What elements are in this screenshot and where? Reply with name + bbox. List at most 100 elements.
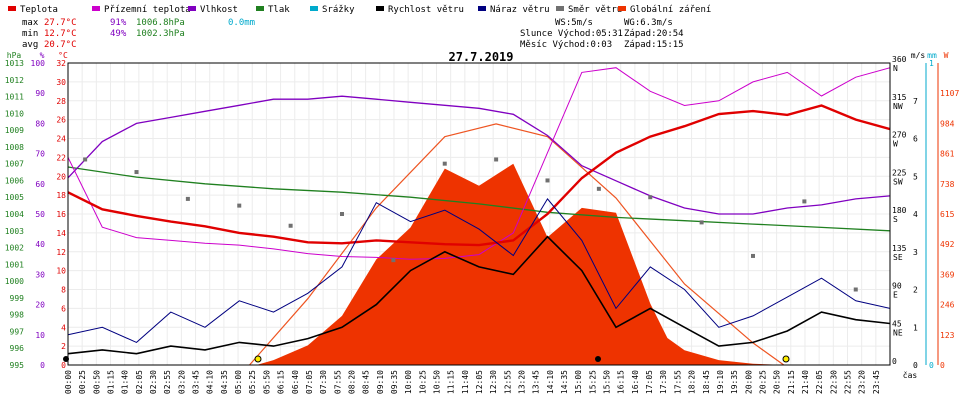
wind-dir-point-9	[545, 178, 550, 183]
stat-max-hum: 91%	[110, 18, 127, 28]
tick-c-5: 10	[56, 267, 66, 276]
tick-time-15: 06:15	[277, 370, 286, 394]
tick-ms-6: 6	[913, 135, 918, 144]
tick-time-51: 21:15	[787, 370, 796, 394]
tick-time-32: 13:20	[518, 370, 527, 394]
wind-dir-point-11	[648, 195, 653, 200]
tick-time-53: 22:05	[815, 370, 824, 394]
axis-unit-c: °C	[58, 51, 68, 60]
wind-dir-point-1	[134, 170, 139, 175]
info-moonset: Západ:15:15	[624, 40, 684, 50]
pressure-line	[67, 166, 891, 232]
tick-hpa-11: 1006	[5, 176, 24, 185]
tick-dir-5: 225	[892, 168, 907, 177]
tick-ms-2: 2	[913, 286, 918, 295]
tick-w-0: 0	[940, 361, 945, 370]
tick-dirletter-3: SE	[893, 253, 903, 262]
tick-time-25: 10:25	[418, 370, 427, 394]
tick-time-44: 18:20	[688, 370, 697, 394]
tick-c-3: 6	[61, 304, 66, 313]
tick-c-10: 20	[56, 172, 66, 181]
tick-hpa-2: 997	[10, 327, 25, 336]
info-wg: WG:6.3m/s	[624, 18, 673, 28]
tick-time-9: 03:45	[192, 370, 201, 394]
legend-label-1: Přízemní teplota	[104, 5, 191, 15]
wind-dir-point-15	[853, 287, 858, 292]
tick-hpa-6: 1001	[5, 260, 24, 269]
tick-time-37: 15:25	[588, 370, 597, 394]
tick-mm-1: 1	[929, 59, 934, 68]
axis-unit-pct: %	[40, 51, 45, 60]
legend-label-0: Teplota	[20, 5, 58, 15]
tick-time-45: 18:45	[702, 370, 711, 394]
tick-c-7: 14	[56, 229, 66, 238]
tick-time-14: 05:50	[262, 370, 271, 394]
tick-pct-1: 10	[35, 331, 45, 340]
tick-dirletter-2: E	[893, 291, 898, 300]
tick-pct-2: 20	[35, 301, 45, 310]
tick-time-11: 04:35	[220, 370, 229, 394]
tick-hpa-4: 999	[10, 294, 25, 303]
tick-pct-10: 100	[31, 59, 46, 68]
legend-swatch-8	[618, 6, 626, 11]
stat-avg-temp: 20.7°C	[44, 40, 77, 50]
wind-dir-point-12	[699, 220, 704, 225]
tick-hpa-13: 1008	[5, 143, 24, 152]
tick-hpa-0: 995	[10, 361, 25, 370]
tick-time-6: 02:30	[149, 370, 158, 394]
tick-time-26: 10:50	[432, 370, 441, 394]
info-sunrise: Slunce Východ:05:31	[520, 29, 623, 39]
tick-time-42: 17:30	[659, 370, 668, 394]
tick-hpa-9: 1004	[5, 210, 24, 219]
tick-pct-0: 0	[40, 361, 45, 370]
tick-pct-4: 40	[35, 240, 45, 249]
wind-dir-point-0	[83, 157, 88, 162]
tick-c-4: 8	[61, 286, 66, 295]
tick-time-24: 10:00	[404, 370, 413, 394]
sunset-marker	[782, 355, 790, 363]
tick-time-48: 20:00	[744, 370, 753, 394]
tick-dir-1: 45	[892, 319, 902, 328]
tick-ms-3: 3	[913, 248, 918, 257]
tick-time-52: 21:40	[801, 370, 810, 394]
tick-time-57: 23:45	[872, 370, 881, 394]
tick-time-41: 17:05	[645, 370, 654, 394]
legend-swatch-5	[376, 6, 384, 11]
tick-time-38: 15:50	[603, 370, 612, 394]
gust-line	[67, 198, 891, 343]
tick-c-11: 22	[56, 153, 66, 162]
tick-c-15: 30	[56, 78, 66, 87]
stat-min-press: 1002.3hPa	[136, 29, 185, 39]
wind-dir-point-3	[237, 203, 242, 208]
temperature-line	[67, 104, 891, 247]
tick-dir-0: 0	[892, 357, 897, 366]
tick-w-4: 492	[940, 240, 955, 249]
axis-unit-time: čas	[903, 370, 918, 380]
tick-time-23: 09:35	[390, 370, 399, 394]
tick-c-9: 18	[56, 191, 66, 200]
wind-dir-point-13	[751, 253, 755, 258]
tick-time-34: 14:10	[546, 370, 555, 394]
radiation-area	[256, 163, 822, 365]
stat-max-press: 1006.8hPa	[136, 18, 185, 28]
tick-time-10: 04:10	[206, 370, 215, 394]
tick-hpa-17: 1012	[5, 76, 24, 85]
tick-hpa-7: 1002	[5, 244, 24, 253]
wind-dir-point-2	[185, 196, 190, 201]
legend-label-8: Globální záření	[630, 5, 711, 15]
wind-dir-point-4	[288, 223, 293, 228]
tick-time-28: 11:40	[461, 370, 470, 394]
tick-time-50: 20:50	[773, 370, 782, 394]
tick-w-1: 123	[940, 331, 955, 340]
tick-time-31: 12:55	[503, 370, 512, 394]
tick-time-20: 08:20	[347, 370, 356, 394]
legend-label-3: Tlak	[268, 5, 290, 15]
axis-unit-mm: mm	[927, 51, 937, 60]
tick-time-29: 12:05	[475, 370, 484, 394]
tick-time-36: 15:00	[574, 370, 583, 394]
tick-time-55: 22:55	[843, 370, 852, 394]
tick-time-1: 00:25	[78, 370, 87, 394]
tick-hpa-16: 1011	[5, 93, 24, 102]
info-panel: WS:5m/s WG:6.3m/s Slunce Východ:05:31 Zá…	[520, 18, 684, 50]
wind-dir-point-6	[391, 258, 396, 263]
